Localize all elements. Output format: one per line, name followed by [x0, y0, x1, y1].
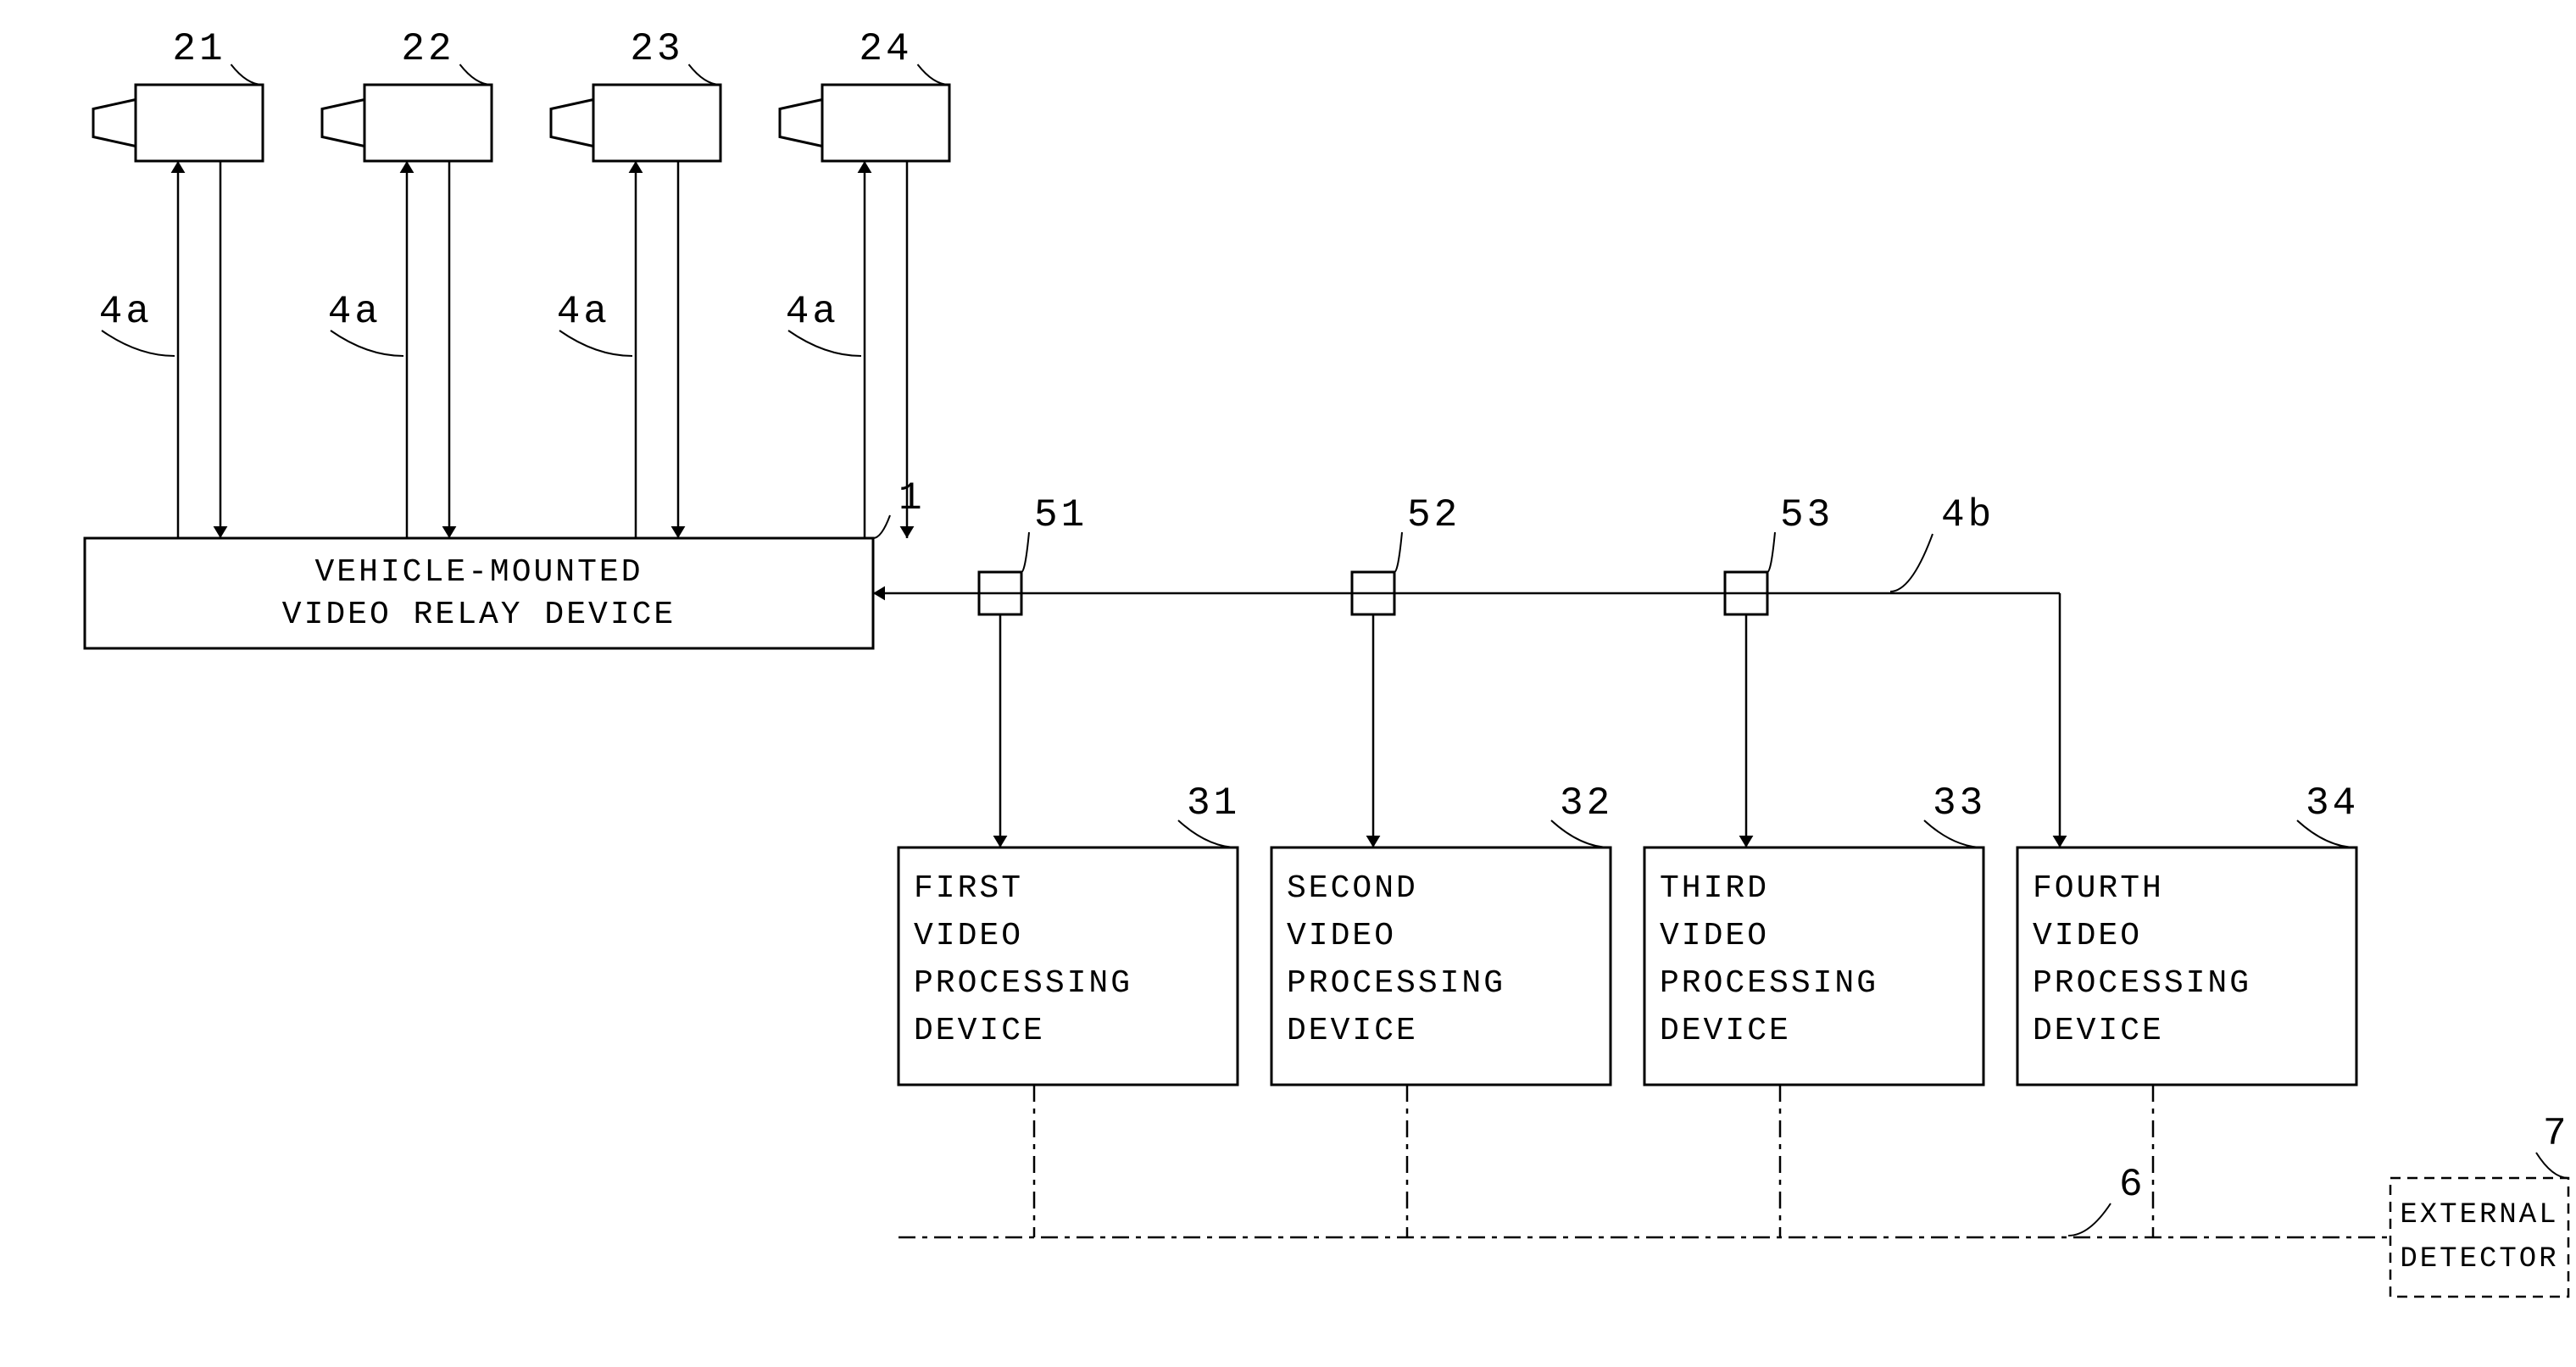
processor-label: DEVICE: [2033, 1013, 2164, 1049]
camera-ref: 23: [630, 27, 683, 71]
dashed-bus-ref: 6: [2119, 1163, 2146, 1207]
camera-link-ref: 4a: [328, 290, 381, 334]
bus-ref: 4b: [1941, 493, 1995, 537]
branch-ref: 52: [1407, 493, 1460, 537]
detector-ref: 7: [2543, 1112, 2570, 1156]
camera-body: [593, 85, 721, 161]
processor-ref: 34: [2306, 781, 2359, 825]
camera-link-ref: 4a: [99, 290, 153, 334]
camera-ref: 22: [401, 27, 454, 71]
camera-lens-icon: [551, 100, 593, 147]
processor-label: FOURTH: [2033, 870, 2164, 907]
branch-ref: 53: [1780, 493, 1833, 537]
processor-label: VIDEO: [2033, 918, 2142, 954]
processor-label: FIRST: [914, 870, 1023, 907]
processor-ref: 33: [1933, 781, 1986, 825]
external-detector: [2390, 1178, 2568, 1297]
processor-label: PROCESSING: [1287, 965, 1505, 1002]
processor-label: DEVICE: [1660, 1013, 1791, 1049]
processor-label: VIDEO: [1287, 918, 1396, 954]
camera-lens-icon: [93, 100, 136, 147]
processor-label: PROCESSING: [914, 965, 1132, 1002]
camera-lens-icon: [780, 100, 822, 147]
processor-label: DEVICE: [914, 1013, 1045, 1049]
camera-body: [136, 85, 263, 161]
camera-link-ref: 4a: [557, 290, 610, 334]
camera-ref: 24: [859, 27, 912, 71]
diagram-canvas: 21 4a 22 4a 23 4a 24 4a VEHICLE-MOUNTED VIDEO REL…: [0, 0, 2576, 1367]
processor-label: PROCESSING: [1660, 965, 1878, 1002]
processor-label: SECOND: [1287, 870, 1418, 907]
camera-body: [822, 85, 949, 161]
camera-link-ref: 4a: [786, 290, 839, 334]
processor-label: VIDEO: [1660, 918, 1769, 954]
processor-label: PROCESSING: [2033, 965, 2251, 1002]
processor-ref: 31: [1187, 781, 1240, 825]
processor-label: DEVICE: [1287, 1013, 1418, 1049]
camera-body: [364, 85, 492, 161]
relay-label: VEHICLE-MOUNTED: [314, 554, 643, 591]
processor-ref: 32: [1560, 781, 1613, 825]
processor-label: THIRD: [1660, 870, 1769, 907]
detector-label: EXTERNAL: [2400, 1199, 2558, 1231]
relay-label: VIDEO RELAY DEVICE: [282, 597, 676, 633]
relay-ref: 1: [899, 476, 926, 520]
processor-label: VIDEO: [914, 918, 1023, 954]
camera-lens-icon: [322, 100, 364, 147]
branch-ref: 51: [1034, 493, 1088, 537]
camera-ref: 21: [172, 27, 225, 71]
detector-label: DETECTOR: [2400, 1243, 2558, 1275]
